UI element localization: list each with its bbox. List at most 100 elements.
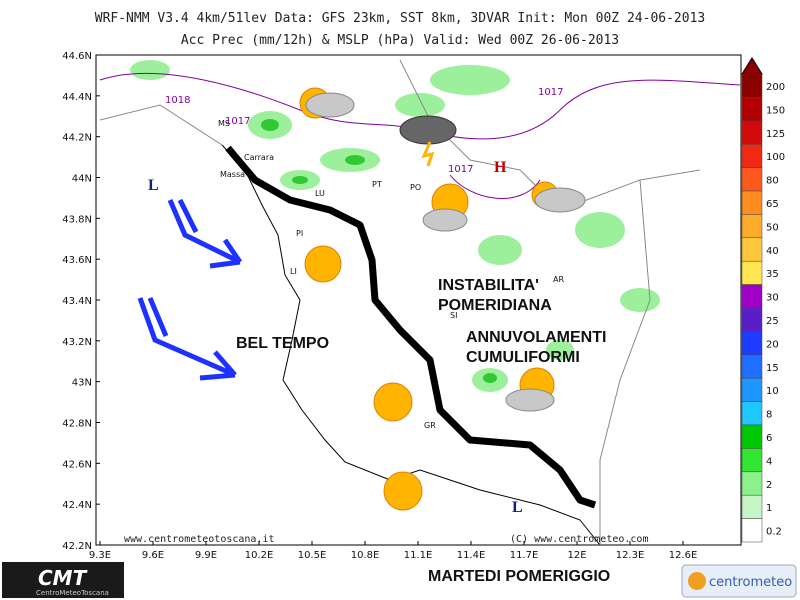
logo-text: CMT — [38, 566, 88, 590]
y-label: 43N — [72, 378, 92, 389]
high-center: H — [494, 159, 507, 176]
isobar — [449, 174, 541, 199]
x-label: 11.7E — [510, 550, 539, 561]
wind-arrows — [137, 198, 243, 381]
y-label: 43.6N — [62, 255, 92, 266]
axis-labels: 44.6N 44.4N 44.2N 44N 43.8N 43.6N 43.4N 43.2N 43… — [62, 51, 697, 561]
colorbar-swatch — [741, 73, 763, 98]
y-label: 44N — [72, 174, 92, 185]
city-label: LU — [315, 189, 325, 198]
colorbar-label: 50 — [766, 222, 779, 233]
city-label: LI — [290, 267, 297, 276]
logo-left: CMT CentroMeteoToscana — [2, 562, 124, 598]
logo-text: centrometeo — [709, 575, 792, 590]
logo-right: centrometeo — [681, 564, 797, 598]
low-center: L — [148, 177, 159, 194]
colorbar-swatch — [741, 494, 763, 519]
colorbar-label: 200 — [766, 82, 785, 93]
colorbar-label: 25 — [766, 316, 779, 327]
colorbar-label: 80 — [766, 176, 779, 187]
x-label: 9.9E — [195, 550, 217, 561]
colorbar-label: 15 — [766, 363, 779, 374]
colorbar-swatch — [741, 143, 763, 168]
isobar-label: 1018 — [165, 95, 190, 106]
credit: www.centrometeotoscana.it — [124, 534, 275, 545]
colorbar-label: 100 — [766, 152, 785, 163]
low-center: L — [512, 499, 523, 516]
colorbar: 200 150 125 100 80 65 50 40 35 30 25 20 15 10 8 6 4 2 1 0.2 — [741, 57, 785, 543]
colorbar-label: 0.2 — [766, 527, 782, 538]
annotation: BEL TEMPO — [236, 335, 329, 352]
city-label: Carrara — [244, 153, 274, 162]
colorbar-swatch — [741, 284, 763, 309]
colorbar-swatch — [741, 237, 763, 262]
annotation: INSTABILITA' — [438, 277, 539, 294]
logo-subtext: CentroMeteoToscana — [36, 589, 109, 597]
y-label: 44.4N — [62, 92, 92, 103]
x-label: 10.8E — [351, 550, 380, 561]
colorbar-swatch — [741, 518, 763, 543]
x-label: 9.6E — [142, 550, 164, 561]
y-label: 43.8N — [62, 214, 92, 225]
colorbar-swatch — [741, 401, 763, 426]
annotation: MARTEDI POMERIGGIO — [428, 568, 610, 585]
x-label: 12.6E — [669, 550, 698, 561]
colorbar-swatch — [741, 167, 763, 192]
city-label: PO — [410, 183, 421, 192]
header-line: Acc Prec (mm/12h) & MSLP (hPa) Valid: We… — [181, 33, 619, 48]
colorbar-label: 10 — [766, 386, 779, 397]
colorbar-swatch — [741, 190, 763, 215]
city-label: AR — [553, 275, 564, 284]
colorbar-label: 65 — [766, 199, 779, 210]
header-line: WRF-NMM V3.4 4km/51lev Data: GFS 23km, S… — [95, 11, 705, 26]
precip — [130, 60, 660, 392]
isobar-labels: 1018 1017 1017 1017 — [165, 87, 563, 175]
city-label: SI — [450, 311, 457, 320]
weather-icons — [299, 87, 586, 511]
x-label: 10.2E — [245, 550, 274, 561]
x-label: 9.3E — [89, 550, 111, 561]
colorbar-swatch — [741, 307, 763, 332]
annotation: CUMULIFORMI — [466, 349, 580, 366]
colorbar-swatch — [741, 354, 763, 379]
colorbar-swatch — [741, 448, 763, 473]
precip-core — [261, 119, 497, 383]
colorbar-label: 4 — [766, 456, 772, 467]
colorbar-swatch — [741, 214, 763, 239]
y-label: 42.4N — [62, 500, 92, 511]
coastline — [221, 144, 601, 546]
colorbar-label: 8 — [766, 410, 772, 421]
y-label: 42.8N — [62, 419, 92, 430]
colorbar-swatch — [741, 377, 763, 402]
x-label: 12.3E — [616, 550, 645, 561]
x-label: 12E — [567, 550, 586, 561]
colorbar-swatch — [741, 331, 763, 356]
y-label: 44.2N — [62, 133, 92, 144]
colorbar-swatch — [741, 424, 763, 449]
colorbar-arrow — [741, 57, 763, 75]
colorbar-label: 125 — [766, 129, 785, 140]
colorbar-label: 40 — [766, 246, 779, 257]
city-label: GR — [424, 421, 436, 430]
city-label: MS — [218, 119, 230, 128]
x-label: 11.1E — [404, 550, 433, 561]
isobar-label: 1017 — [538, 87, 563, 98]
colorbar-label: 2 — [766, 480, 772, 491]
credit: (C) www.centrometeo.com — [510, 534, 648, 545]
city-label: PI — [296, 229, 303, 238]
city-labels: MS Carrara Massa LU PT PO PI LI SI AR GR — [218, 119, 564, 430]
weather-boundary — [225, 145, 597, 509]
colorbar-label: 1 — [766, 503, 772, 514]
colorbar-label: 30 — [766, 293, 779, 304]
city-label: PT — [372, 180, 382, 189]
colorbar-label: 20 — [766, 339, 779, 350]
colorbar-swatch — [741, 471, 763, 496]
isobar-label: 1017 — [225, 116, 250, 127]
colorbar-swatch — [741, 120, 763, 145]
x-label: 10.5E — [298, 550, 327, 561]
y-label: 42.2N — [62, 541, 92, 552]
annotation: POMERIDIANA — [438, 297, 552, 314]
y-label: 43.2N — [62, 337, 92, 348]
colorbar-swatch — [741, 97, 763, 122]
